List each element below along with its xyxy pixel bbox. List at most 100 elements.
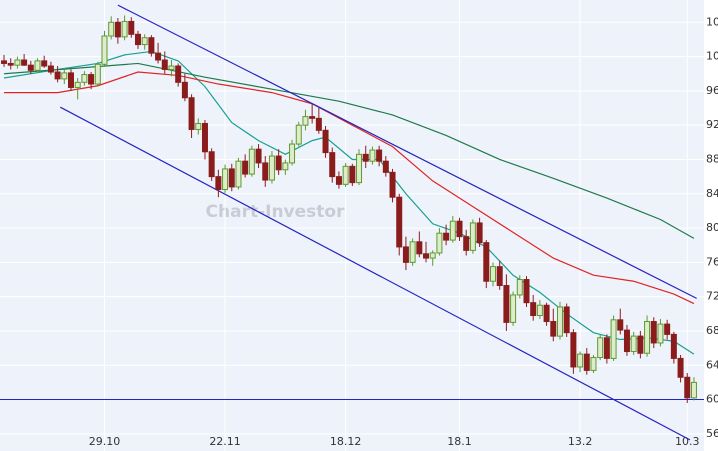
- candle-body: [382, 160, 389, 173]
- candle-body: [1, 60, 8, 64]
- candle-body: [322, 129, 329, 154]
- y-tick-label: 64: [706, 358, 718, 371]
- candle-body: [27, 64, 34, 71]
- candle-body: [389, 171, 396, 198]
- line: [3, 62, 695, 239]
- candle-body: [369, 149, 376, 162]
- candle-body: [94, 63, 101, 85]
- candle-body: [208, 151, 215, 178]
- candle-body: [275, 155, 282, 171]
- candle-body: [248, 148, 255, 175]
- candle-body: [510, 294, 517, 323]
- candle-body: [583, 353, 590, 371]
- candle-body: [215, 176, 222, 190]
- x-tick-label: 13.2: [568, 435, 593, 448]
- candle-body: [268, 155, 275, 181]
- candle-body: [175, 65, 182, 83]
- candle-body: [423, 253, 430, 259]
- candle-body: [255, 148, 262, 164]
- candle-body: [496, 266, 503, 287]
- y-tick-label: 92: [706, 118, 718, 131]
- candle-body: [181, 81, 188, 99]
- candle-body: [436, 232, 443, 254]
- candle-body: [81, 74, 88, 83]
- candle-body: [362, 153, 369, 162]
- x-tick-label: 22.11: [209, 435, 241, 448]
- candle-body: [443, 232, 450, 241]
- candle-body: [429, 252, 436, 259]
- candle-body: [416, 241, 423, 255]
- candle-body: [570, 332, 577, 368]
- y-tick-label: 80: [706, 221, 718, 234]
- candle-body: [88, 74, 95, 85]
- candle-body: [637, 335, 644, 354]
- candle-body: [188, 97, 195, 130]
- candle-body: [201, 122, 208, 153]
- candle-body: [302, 116, 309, 126]
- candle-body: [610, 319, 617, 359]
- candle-body: [161, 59, 168, 70]
- candle-body: [356, 153, 363, 184]
- candle-body: [664, 323, 671, 335]
- candle-body: [623, 329, 630, 353]
- candle-body: [114, 21, 121, 38]
- candle-body: [476, 222, 483, 244]
- candle-body: [603, 337, 610, 359]
- x-tick-label: 18.1: [447, 435, 472, 448]
- candle-body: [21, 59, 28, 66]
- candle-body: [483, 242, 490, 282]
- candle-body: [335, 176, 342, 185]
- candle-body: [523, 279, 530, 304]
- candle-body: [556, 306, 563, 337]
- candle-body: [644, 321, 651, 354]
- candle-body: [516, 279, 523, 296]
- watermark: Chart-Investor: [206, 202, 346, 222]
- y-tick-label: 100: [706, 50, 718, 63]
- candle-body: [469, 222, 476, 251]
- candle-body: [47, 65, 54, 73]
- candle-body: [14, 59, 21, 66]
- candle-body: [530, 302, 537, 317]
- y-tick-label: 56: [706, 427, 718, 440]
- candle-body: [577, 353, 584, 368]
- candle-body: [677, 357, 684, 378]
- candle-body: [68, 72, 75, 88]
- candle-body: [329, 152, 336, 178]
- candle-body: [54, 71, 61, 80]
- candle-body: [108, 21, 115, 37]
- y-tick-label: 84: [706, 187, 718, 200]
- candle-body: [289, 143, 296, 164]
- candle-body: [456, 220, 463, 238]
- candle-body: [155, 52, 162, 61]
- candle-body: [597, 337, 604, 359]
- line: [117, 4, 697, 299]
- line: [60, 106, 691, 441]
- candle-body: [41, 60, 48, 67]
- y-tick-label: 76: [706, 255, 718, 268]
- candle-body: [409, 241, 416, 263]
- candle-body: [235, 160, 242, 188]
- candle-body: [121, 20, 128, 38]
- y-tick-label: 88: [706, 152, 718, 165]
- candle-body: [684, 376, 691, 399]
- candle-body: [463, 236, 470, 251]
- candle-body: [242, 160, 249, 175]
- candle-body: [134, 33, 141, 46]
- candle-body: [349, 165, 356, 184]
- candle-body: [74, 81, 81, 88]
- candle-body: [630, 335, 637, 353]
- candle-body: [61, 72, 68, 80]
- y-tick-label: 72: [706, 290, 718, 303]
- candle-body: [315, 117, 322, 131]
- y-tick-label: 60: [706, 393, 718, 406]
- candle-body: [670, 333, 677, 359]
- candle-body: [228, 168, 235, 188]
- candle-body: [195, 122, 202, 130]
- y-tick-label: 68: [706, 324, 718, 337]
- candle-body: [101, 35, 108, 65]
- candle-body: [563, 306, 570, 334]
- candle-body: [34, 60, 41, 71]
- candle-body: [503, 285, 510, 323]
